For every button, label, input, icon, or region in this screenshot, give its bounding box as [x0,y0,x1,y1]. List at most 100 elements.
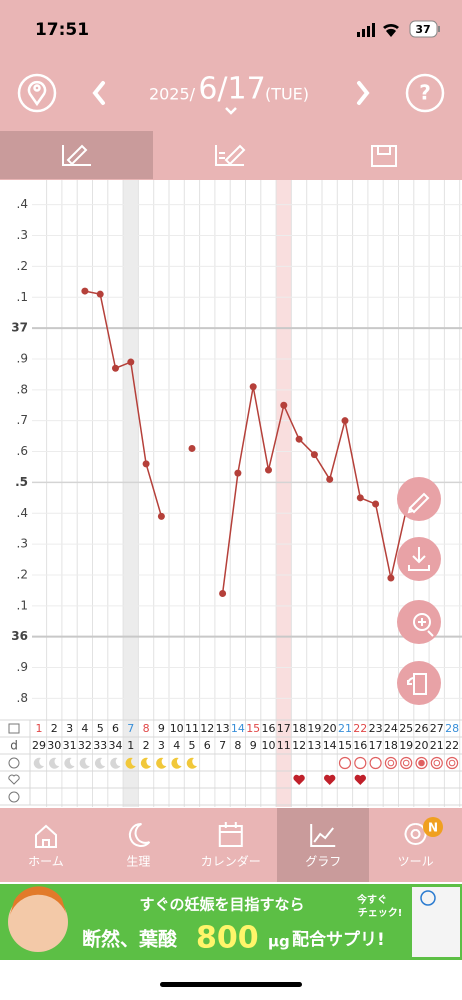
y-tick-label: .4 [17,197,28,211]
year: 2025/ [149,85,196,104]
date-label: 24 [384,722,398,735]
date-label: 10 [170,722,184,735]
nav-label[interactable]: ホーム [28,855,64,869]
cycle-day: 32 [78,739,92,752]
cycle-day: 29 [32,739,46,752]
cycle-day: 2 [143,739,150,752]
tab-selected[interactable] [0,131,153,179]
moon-icon [33,757,44,769]
temperature-point [310,451,318,459]
nav-icon [35,824,57,848]
temperature-point [295,435,303,443]
ovulation-icon [446,756,459,770]
temperature-point [234,469,242,477]
y-tick-label: .1 [17,598,28,612]
moon-icon [64,757,75,769]
ad-bubble: 今すぐ [356,893,387,906]
date-label: 14 [231,722,245,735]
cycle-day: 19 [399,739,413,752]
ad-product [412,887,460,957]
cycle-day: 20 [415,739,429,752]
y-tick-label: .8 [17,382,28,396]
date-label: 7 [127,722,134,735]
moon-icon [186,757,197,769]
nav-label[interactable]: ツール [398,855,434,869]
cycle-day: 17 [369,739,383,752]
today-highlight [276,180,292,807]
nav-label[interactable]: グラフ [305,855,341,869]
date-picker[interactable] [225,107,237,115]
nav-label[interactable]: カレンダー [201,854,261,869]
temperature-point [127,358,135,366]
y-tick-label: .7 [17,413,28,427]
date-label: 12 [200,722,214,735]
y-tick-label: 37 [11,321,28,335]
temperature-point [188,444,196,452]
heart-icon [354,774,366,785]
temperature-point [142,460,150,468]
ad-info [420,890,436,906]
cycle-day: 11 [277,739,291,752]
moon-icon [94,757,106,769]
ad-banner[interactable] [0,884,462,960]
temperature-point [96,290,104,298]
y-tick-label: .5 [15,475,28,489]
cycle-day: 4 [173,739,180,752]
date-label: 25 [399,722,413,735]
temperature-point [356,494,364,502]
moon-icon [110,757,121,769]
temperature-point [387,574,395,582]
cycle-day: 33 [93,739,107,752]
nav-icon [310,824,336,847]
ovulation-icon [369,756,382,770]
date-label: 9 [158,722,165,735]
temperature-point [112,364,119,372]
cycle-day: 5 [189,739,196,752]
date-label: 13 [216,722,230,735]
help-button[interactable] [405,73,445,113]
tab-icons [62,144,397,167]
cycle-day: 18 [384,739,398,752]
y-tick-label: 36 [11,629,28,643]
date-label: 20 [323,722,337,735]
date-label: 3 [66,722,73,735]
nav-icon [218,822,243,847]
cycle-day: 10 [262,739,276,752]
moon-icon [125,757,136,769]
date-label: 26 [415,722,429,735]
float-button[interactable] [397,661,441,705]
date-label: 5 [97,722,104,735]
help-icon: ? [419,81,431,105]
calendar-row-icon [8,723,20,734]
y-tick-label: .2 [17,567,28,581]
ad-headline: すぐの妊娠を目指すなら [139,896,304,914]
moon-icon [79,757,90,769]
y-tick-label: .9 [17,660,28,674]
prev-date[interactable] [92,81,105,105]
temperature-point [249,383,257,391]
ad-bubble: チェック! [358,907,403,919]
float-icon [408,547,430,571]
ovulation-icon [338,756,352,770]
nav-label[interactable]: 生理 [126,855,150,869]
date-label: 8 [143,722,150,735]
date-label: 1 [36,722,43,735]
ad-unit: μg [268,933,290,951]
ovulation-icon-inner [418,759,425,767]
temperature-point [219,589,227,597]
cycle-day: 1 [127,739,134,752]
temperature-point [157,512,165,520]
ovulation-icon [415,756,428,770]
location-button[interactable] [17,73,57,113]
y-tick-label: .8 [17,691,28,705]
column-highlight [123,180,139,807]
ovulation-row-icon [8,757,20,769]
moon-icon [156,757,167,769]
cycle-day: 7 [219,739,226,752]
cycle-day: 3 [158,739,165,752]
nav-icon [128,822,151,847]
heart-icon [324,774,336,785]
next-date[interactable] [357,81,370,105]
ovulation-icon-inner [448,759,456,767]
chart-area [32,180,462,720]
